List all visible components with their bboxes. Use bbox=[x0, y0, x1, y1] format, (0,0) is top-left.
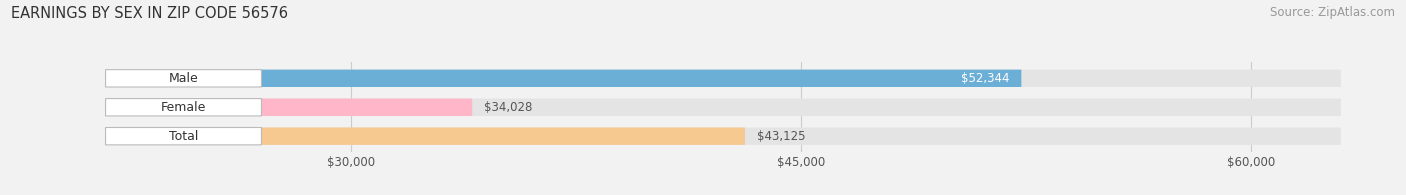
FancyBboxPatch shape bbox=[262, 70, 1341, 87]
Text: Source: ZipAtlas.com: Source: ZipAtlas.com bbox=[1270, 6, 1395, 19]
Text: $34,028: $34,028 bbox=[484, 101, 533, 114]
FancyBboxPatch shape bbox=[105, 128, 262, 145]
Text: $52,344: $52,344 bbox=[960, 72, 1010, 85]
FancyBboxPatch shape bbox=[262, 128, 745, 145]
FancyBboxPatch shape bbox=[262, 70, 1021, 87]
FancyBboxPatch shape bbox=[262, 128, 1341, 145]
Text: Female: Female bbox=[160, 101, 207, 114]
Text: Total: Total bbox=[169, 130, 198, 143]
Text: EARNINGS BY SEX IN ZIP CODE 56576: EARNINGS BY SEX IN ZIP CODE 56576 bbox=[11, 6, 288, 21]
FancyBboxPatch shape bbox=[105, 98, 262, 116]
FancyBboxPatch shape bbox=[262, 98, 1341, 116]
FancyBboxPatch shape bbox=[262, 98, 472, 116]
Text: Male: Male bbox=[169, 72, 198, 85]
FancyBboxPatch shape bbox=[105, 70, 262, 87]
Text: $43,125: $43,125 bbox=[756, 130, 806, 143]
